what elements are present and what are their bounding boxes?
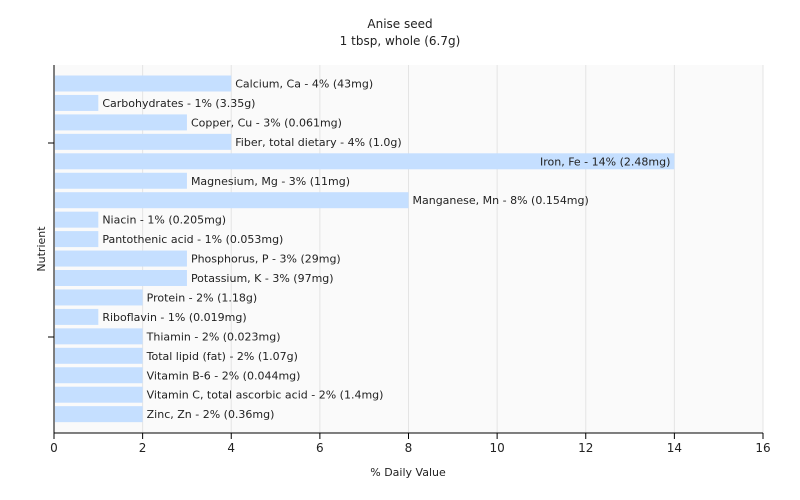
- bar: [55, 172, 187, 189]
- bar: [55, 153, 675, 170]
- bar-label: Niacin - 1% (0.205mg): [102, 214, 226, 227]
- x-ticks: 0 2 4 6 8 10 12 14 16: [50, 433, 771, 455]
- chart-title: Anise seed: [367, 17, 432, 31]
- bar-label: Fiber, total dietary - 4% (1.0g): [235, 136, 401, 149]
- bar: [55, 308, 99, 325]
- x-tick-label: 16: [755, 441, 770, 455]
- chart-subtitle: 1 tbsp, whole (6.7g): [340, 34, 461, 48]
- x-tick-label: 8: [405, 441, 413, 455]
- bar-label: Copper, Cu - 3% (0.061mg): [191, 116, 342, 129]
- bar: [55, 250, 187, 267]
- bar-label: Magnesium, Mg - 3% (11mg): [191, 175, 350, 188]
- bar: [55, 289, 143, 306]
- bar-label: Thiamin - 2% (0.023mg): [146, 330, 281, 343]
- x-tick-label: 0: [50, 441, 58, 455]
- x-tick-label: 12: [578, 441, 593, 455]
- x-tick-label: 2: [139, 441, 147, 455]
- bar: [55, 347, 143, 364]
- bar: [55, 94, 99, 111]
- bar-label: Potassium, K - 3% (97mg): [191, 272, 334, 285]
- bar-label: Iron, Fe - 14% (2.48mg): [540, 155, 670, 168]
- bar: [55, 367, 143, 384]
- bar-label: Carbohydrates - 1% (3.35g): [102, 97, 255, 110]
- bar: [55, 211, 99, 228]
- x-axis-label: % Daily Value: [370, 466, 446, 479]
- bar: [55, 231, 99, 248]
- bar-label: Vitamin B-6 - 2% (0.044mg): [147, 369, 301, 382]
- bar: [55, 114, 187, 131]
- bar-label: Zinc, Zn - 2% (0.36mg): [147, 408, 275, 421]
- x-tick-label: 10: [489, 441, 504, 455]
- bar: [55, 406, 143, 423]
- bar-label: Phosphorus, P - 3% (29mg): [191, 253, 341, 266]
- bar: [55, 270, 187, 286]
- bar-label: Protein - 2% (1.18g): [147, 291, 258, 304]
- bar: [55, 386, 143, 403]
- bar-label: Calcium, Ca - 4% (43mg): [235, 78, 373, 91]
- bar-label: Riboflavin - 1% (0.019mg): [102, 311, 246, 324]
- x-tick-label: 4: [227, 441, 235, 455]
- bar: [55, 328, 143, 345]
- bar-label: Vitamin C, total ascorbic acid - 2% (1.4…: [147, 389, 384, 402]
- bar: [55, 192, 409, 209]
- x-tick-label: 6: [316, 441, 324, 455]
- bar-label: Pantothenic acid - 1% (0.053mg): [102, 233, 283, 246]
- bar-label: Total lipid (fat) - 2% (1.07g): [146, 350, 298, 363]
- bar: [55, 75, 232, 92]
- x-tick-label: 14: [667, 441, 682, 455]
- y-axis-label: Nutrient: [35, 226, 48, 272]
- bar-series: Calcium, Ca - 4% (43mg) Carbohydrates - 1…: [55, 75, 675, 423]
- bar-label: Manganese, Mn - 8% (0.154mg): [413, 194, 589, 207]
- bar: [55, 133, 232, 150]
